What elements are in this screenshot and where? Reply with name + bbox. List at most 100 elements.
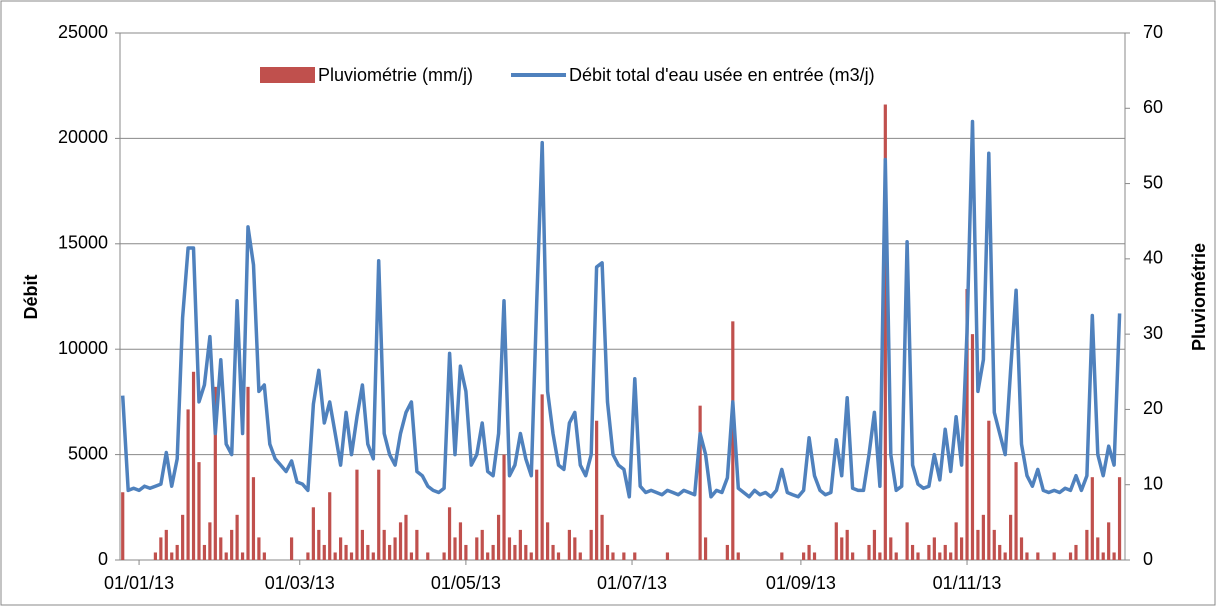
bar [1085, 529, 1089, 560]
bar [415, 529, 419, 560]
bar [371, 552, 375, 560]
bar [518, 529, 522, 560]
bar [992, 529, 996, 560]
bar [535, 469, 539, 560]
x-tick-label: 01/11/13 [933, 573, 1002, 593]
y2-tick-label: 0 [1143, 549, 1153, 569]
bar [894, 552, 898, 560]
bar [981, 514, 985, 560]
bar [224, 552, 228, 560]
bar [513, 544, 517, 560]
bar [491, 544, 495, 560]
bar [507, 537, 512, 560]
bar [235, 514, 239, 560]
bar [398, 522, 403, 560]
y2-tick-label: 20 [1143, 398, 1163, 418]
bar [317, 529, 321, 560]
legend-swatch [260, 67, 315, 83]
bar [524, 544, 528, 560]
bar [121, 492, 125, 560]
bar [736, 552, 740, 560]
x-tick-label: 01/01/13 [104, 573, 174, 593]
y2-tick-label: 10 [1143, 473, 1163, 493]
bar [987, 420, 991, 560]
bar [257, 537, 261, 560]
bar [502, 454, 506, 560]
x-tick-label: 01/07/13 [597, 573, 667, 593]
bar [611, 552, 615, 560]
bar [1096, 537, 1100, 560]
bar [170, 552, 174, 560]
bar [311, 507, 315, 560]
bar [703, 537, 708, 560]
y-tick-label: 0 [98, 549, 108, 569]
bar [965, 288, 969, 560]
bar [589, 529, 593, 560]
y2-tick-label: 40 [1143, 248, 1163, 268]
bar [883, 104, 887, 561]
bar [360, 529, 364, 560]
bar [802, 552, 806, 560]
bar [1014, 462, 1018, 560]
y-axis-title: Débit [21, 274, 41, 319]
bar [426, 552, 430, 560]
bar [1019, 537, 1024, 560]
y2-tick-label: 60 [1143, 97, 1163, 117]
bar [458, 522, 463, 560]
bar [540, 394, 544, 560]
bar [202, 544, 207, 560]
bar [355, 469, 359, 560]
bar [159, 537, 163, 560]
bar [377, 469, 381, 560]
bar [480, 529, 484, 560]
x-tick-label: 01/09/13 [766, 573, 836, 593]
y-tick-label: 10000 [58, 338, 108, 358]
bar [938, 552, 942, 560]
bar [807, 544, 811, 560]
bar [1107, 522, 1111, 560]
bar [556, 552, 561, 560]
y2-tick-label: 50 [1143, 172, 1163, 192]
bar [1068, 552, 1073, 560]
bar [665, 552, 670, 560]
bar [1117, 477, 1122, 560]
bar [916, 552, 920, 560]
bar [464, 544, 468, 560]
bar [404, 514, 408, 560]
bar [230, 529, 234, 560]
bar [344, 544, 348, 560]
bar [1009, 514, 1013, 560]
bar [208, 522, 212, 560]
y2-tick-label: 70 [1143, 22, 1163, 42]
bar [197, 462, 201, 560]
bar [262, 552, 266, 560]
bar [998, 544, 1002, 560]
bar [447, 507, 452, 560]
bar [164, 529, 168, 560]
bar [731, 321, 735, 560]
bar [605, 544, 610, 560]
bar [382, 529, 386, 560]
bar [872, 529, 877, 560]
bar [1003, 552, 1007, 560]
bar [546, 522, 550, 560]
bar [927, 544, 931, 560]
bar [409, 552, 414, 560]
bar [780, 552, 784, 560]
bar [698, 405, 702, 560]
y2-axis-title: Pluviométrie [1189, 243, 1209, 351]
x-tick-label: 01/05/13 [431, 573, 501, 593]
bar [970, 334, 975, 560]
bar [186, 409, 190, 560]
legend-label: Pluviométrie (mm/j) [318, 65, 473, 85]
bar [976, 529, 980, 560]
bar [867, 544, 871, 560]
bar [725, 544, 729, 560]
bar [393, 537, 397, 560]
y-tick-label: 20000 [58, 127, 108, 147]
bar [240, 552, 245, 560]
bar [1090, 477, 1094, 560]
bar [339, 537, 343, 560]
